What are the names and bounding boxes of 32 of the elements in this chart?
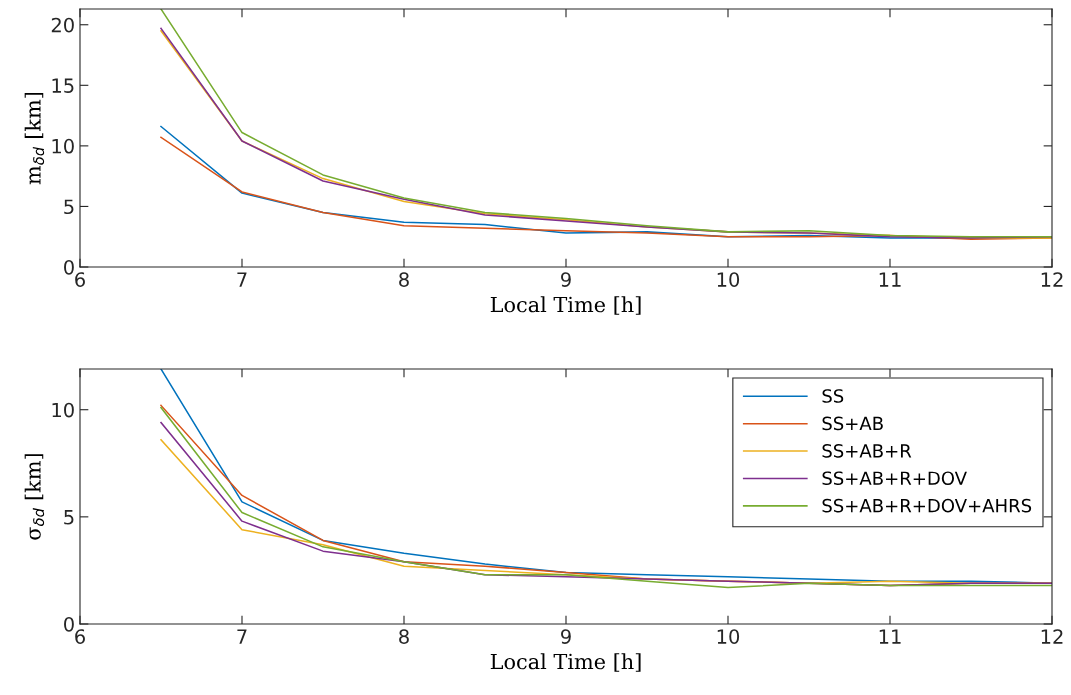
x-tick-label: 8 <box>399 272 409 287</box>
x-tick-label: 11 <box>879 629 901 644</box>
x-tick-label: 7 <box>237 629 247 644</box>
y-tick-label: 0 <box>64 259 74 275</box>
x-tick-label: 6 <box>75 629 85 644</box>
legend-label: SS <box>822 389 844 403</box>
y-tick-label: 5 <box>64 199 74 215</box>
x-axis-title: Local Time [h] <box>490 296 641 315</box>
x-tick-label: 8 <box>399 629 409 644</box>
y-tick-label: 15 <box>52 78 74 93</box>
y-tick-label: 5 <box>64 510 74 525</box>
x-tick-label: 12 <box>1041 629 1063 644</box>
x-tick-label: 10 <box>717 629 740 644</box>
x-tick-label: 6 <box>75 272 85 287</box>
x-tick-label: 9 <box>561 629 571 644</box>
y-tick-label: 0 <box>64 616 74 632</box>
x-tick-label: 9 <box>561 272 571 287</box>
legend-label: SS+AB+R+DOV <box>822 471 967 486</box>
legend-label: SS+AB+R <box>822 443 912 458</box>
legend-label: SS+AB+R+DOV+AHRS <box>822 498 1032 513</box>
x-axis-title: Local Time [h] <box>490 653 641 672</box>
x-tick-label: 10 <box>717 272 740 287</box>
y-tick-label: 10 <box>52 138 74 154</box>
y-tick-label: 10 <box>52 402 74 418</box>
x-tick-label: 12 <box>1041 272 1063 287</box>
y-tick-label: 20 <box>51 17 74 33</box>
y-axis-title: σ$_{δd}$ [km] <box>24 454 45 540</box>
line-series <box>160 369 1052 585</box>
x-tick-label: 11 <box>879 272 901 287</box>
y-axis-title: m$_{δd}$ [km] <box>24 92 45 185</box>
x-tick-label: 7 <box>237 272 247 287</box>
legend-label: SS+AB <box>822 416 883 431</box>
